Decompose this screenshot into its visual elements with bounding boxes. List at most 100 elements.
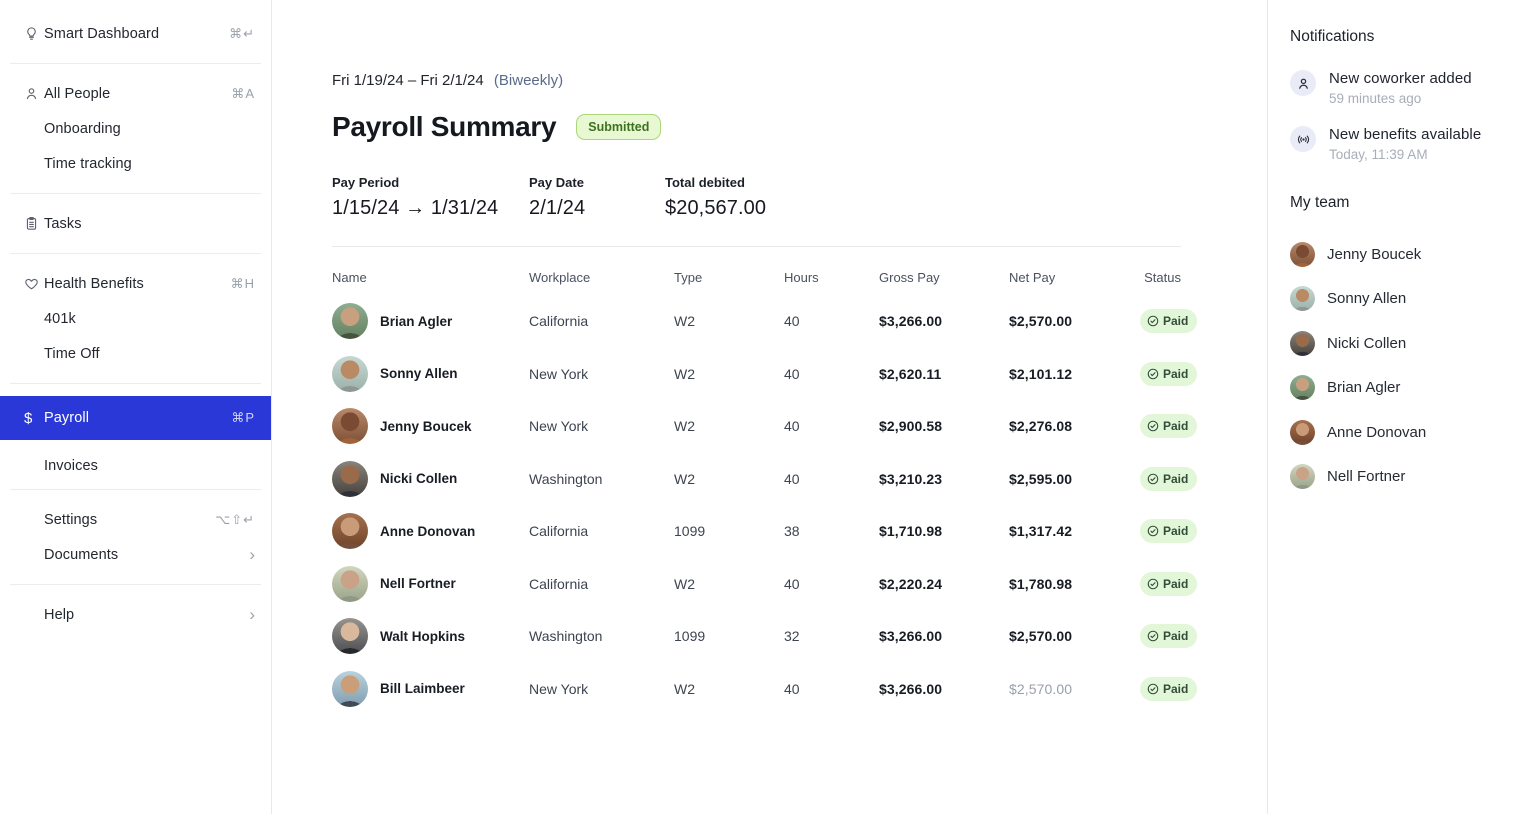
team-member[interactable]: Nell Fortner	[1290, 455, 1502, 500]
check-circle-icon	[1147, 683, 1159, 695]
team-member[interactable]: Brian Agler	[1290, 366, 1502, 411]
stat-label: Total debited	[665, 175, 745, 190]
employee-name: Walt Hopkins	[380, 628, 466, 644]
sidebar-item-settings[interactable]: Settings ⌥⇧↵	[0, 502, 271, 537]
table-row[interactable]: Jenny Boucek New York W2 40 $2,900.58 $2…	[332, 400, 1198, 453]
column-header-net-pay[interactable]: Net Pay	[1009, 270, 1056, 285]
column-header-status[interactable]: Status	[1144, 270, 1181, 285]
table-row[interactable]: Nell Fortner California W2 40 $2,220.24 …	[332, 558, 1198, 611]
hours-cell: 38	[784, 523, 800, 540]
avatar	[1290, 330, 1315, 356]
notification-item[interactable]: New coworker added 59 minutes ago	[1290, 70, 1502, 106]
sidebar-item-help[interactable]: Help ›	[0, 597, 271, 632]
chevron-right-icon: ›	[249, 545, 255, 564]
type-cell: 1099	[674, 523, 706, 540]
sidebar-item-documents[interactable]: Documents ›	[0, 537, 271, 572]
column-header-type[interactable]: Type	[674, 270, 703, 285]
hours-cell: 40	[784, 313, 800, 330]
table-row[interactable]: Anne Donovan California 1099 38 $1,710.9…	[332, 505, 1198, 558]
divider	[332, 246, 1181, 247]
column-header-name[interactable]: Name	[332, 270, 367, 285]
avatar	[332, 513, 368, 550]
sidebar-item-time-tracking[interactable]: Time tracking	[0, 146, 271, 181]
workplace-cell: Washington	[529, 628, 603, 645]
notifications-heading: Notifications	[1290, 28, 1375, 45]
frequency-link[interactable]: (Biweekly)	[493, 72, 564, 89]
pay-period-header: Fri 1/19/24 – Fri 2/1/24 (Biweekly)	[332, 72, 1181, 89]
team-member[interactable]: Anne Donovan	[1290, 410, 1502, 455]
gross-pay-cell: $1,710.98	[879, 523, 943, 540]
net-pay-cell: $2,595.00	[1009, 470, 1073, 487]
avatar	[1290, 464, 1315, 490]
type-cell: 1099	[674, 628, 706, 645]
status-badge: Paid	[1140, 624, 1198, 649]
avatar	[1290, 241, 1315, 267]
net-pay-cell: $1,317.42	[1009, 523, 1073, 540]
hours-cell: 40	[784, 680, 800, 697]
gross-pay-cell: $3,266.00	[879, 628, 943, 645]
team-member-name: Nell Fortner	[1327, 468, 1406, 486]
shortcut-hint: ⌥⇧↵	[215, 511, 255, 527]
gross-pay-cell: $2,900.58	[879, 418, 943, 435]
notification-item[interactable]: New benefits available Today, 11:39 AM	[1290, 126, 1502, 162]
shortcut-hint: ⌘↵	[229, 25, 255, 41]
dollar-icon: $	[24, 409, 33, 427]
sidebar-item-401k[interactable]: 401k	[0, 301, 271, 336]
check-circle-icon	[1147, 578, 1159, 590]
column-header-workplace[interactable]: Workplace	[529, 270, 591, 285]
my-team-heading: My team	[1290, 194, 1350, 211]
sidebar-item-health-benefits[interactable]: Health Benefits ⌘H	[0, 266, 271, 301]
team-member[interactable]: Jenny Boucek	[1290, 232, 1502, 277]
net-pay-cell: $2,570.00	[1009, 628, 1073, 645]
sidebar-item-label: Payroll	[44, 410, 90, 426]
table-row[interactable]: Walt Hopkins Washington 1099 32 $3,266.0…	[332, 610, 1198, 663]
gross-pay-cell: $3,266.00	[879, 680, 943, 697]
gross-pay-cell: $3,266.00	[879, 313, 943, 330]
table-row[interactable]: Bill Laimbeer New York W2 40 $3,266.00 $…	[332, 663, 1198, 716]
stat-value: 2/1/24	[529, 197, 586, 219]
avatar	[332, 355, 368, 392]
team-member[interactable]: Sonny Allen	[1290, 277, 1502, 322]
column-header-gross-pay[interactable]: Gross Pay	[879, 270, 940, 285]
sidebar-item-tasks[interactable]: Tasks	[0, 206, 271, 241]
sidebar-item-label: Smart Dashboard	[44, 25, 160, 42]
team-member-name: Jenny Boucek	[1327, 245, 1422, 263]
gross-pay-cell: $3,210.23	[879, 470, 943, 487]
stat-total-debited: Total debited $20,567.00	[665, 175, 766, 220]
table-row[interactable]: Nicki Collen Washington W2 40 $3,210.23 …	[332, 453, 1198, 506]
check-circle-icon	[1147, 315, 1159, 327]
sidebar-item-invoices[interactable]: Invoices	[0, 448, 271, 483]
sidebar-item-time-off[interactable]: Time Off	[0, 336, 271, 371]
column-header-hours[interactable]: Hours	[784, 270, 819, 285]
stat-label: Pay Date	[529, 175, 584, 190]
employee-name: Brian Agler	[380, 313, 453, 329]
avatar	[1290, 286, 1315, 312]
hours-cell: 40	[784, 575, 800, 592]
avatar	[332, 670, 368, 707]
stat-pay-period: Pay Period 1/15/24 → 1/31/24	[332, 175, 529, 220]
type-cell: W2	[674, 680, 695, 697]
workplace-cell: New York	[529, 365, 589, 382]
type-cell: W2	[674, 470, 695, 487]
sidebar-item-smart-dashboard[interactable]: Smart Dashboard ⌘↵	[0, 16, 271, 51]
status-badge: Paid	[1140, 414, 1198, 439]
chevron-right-icon: ›	[249, 605, 255, 624]
table-row[interactable]: Brian Agler California W2 40 $3,266.00 $…	[332, 295, 1198, 348]
divider	[10, 193, 261, 194]
left-sidebar: Smart Dashboard ⌘↵ All People ⌘A Onboard…	[0, 0, 272, 814]
stat-value: 1/15/24 → 1/31/24	[332, 197, 499, 219]
team-member[interactable]: Nicki Collen	[1290, 321, 1502, 366]
divider	[10, 253, 261, 254]
table-row[interactable]: Sonny Allen New York W2 40 $2,620.11 $2,…	[332, 348, 1198, 401]
sidebar-item-onboarding[interactable]: Onboarding	[0, 111, 271, 146]
notification-time: Today, 11:39 AM	[1329, 147, 1428, 162]
employee-name: Bill Laimbeer	[380, 681, 465, 697]
person-icon	[24, 86, 44, 101]
sidebar-item-all-people[interactable]: All People ⌘A	[0, 76, 271, 111]
team-member-name: Anne Donovan	[1327, 423, 1427, 441]
type-cell: W2	[674, 365, 695, 382]
sidebar-item-payroll[interactable]: $ Payroll ⌘P	[0, 396, 271, 440]
type-cell: W2	[674, 313, 695, 330]
stat-value: $20,567.00	[665, 197, 767, 219]
check-circle-icon	[1147, 473, 1159, 485]
